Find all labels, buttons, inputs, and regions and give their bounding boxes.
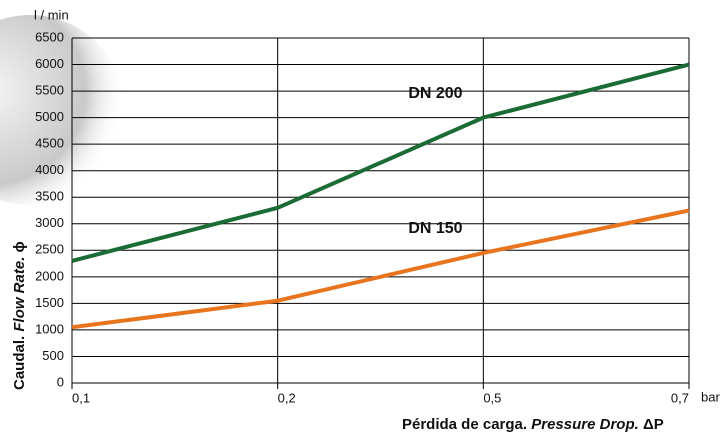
y-tick-label: 6000 xyxy=(35,56,64,71)
y-tick-label: 2000 xyxy=(35,268,64,283)
x-tick-label: 0,1 xyxy=(72,390,90,405)
y-tick-label: 4000 xyxy=(35,162,64,177)
y-tick-label: 1500 xyxy=(35,295,64,310)
y-tick-label: 500 xyxy=(42,348,64,363)
series-line xyxy=(71,208,690,330)
series-label: DN 150 xyxy=(408,220,462,237)
series-label: DN 200 xyxy=(408,85,462,102)
y-label-main: Caudal. xyxy=(11,336,28,390)
y-tick-label: 2500 xyxy=(35,242,64,257)
y-tick-label: 3500 xyxy=(35,189,64,204)
plot-area: 0 500 1000 1500 2000 2500 3000 3500 4000 4500 5000… xyxy=(35,29,690,405)
y-tick-label: 4500 xyxy=(35,136,64,151)
y-tick-label: 6500 xyxy=(35,29,64,44)
x-axis-label: Pérdida de carga. Pressure Drop. ΔP xyxy=(402,416,664,433)
x-label-symbol: ΔP xyxy=(643,416,664,433)
y-tick-label: 0 xyxy=(57,374,64,389)
y-tick-label: 5000 xyxy=(35,109,64,124)
y-tick-label: 1000 xyxy=(35,321,64,336)
y-label-italic: Flow Rate. xyxy=(11,257,28,332)
x-label-main: Pérdida de carga. xyxy=(402,416,527,433)
y-tick-label: 5500 xyxy=(35,83,64,98)
background-photo xyxy=(0,15,125,205)
x-label-italic: Pressure Drop. xyxy=(531,416,639,433)
x-tick-label: 0,2 xyxy=(278,390,296,405)
y-axis-label: Caudal. Flow Rate. ϕ xyxy=(11,241,28,390)
x-unit: bar xyxy=(701,389,720,404)
y-label-symbol: ϕ xyxy=(11,241,28,252)
series-line xyxy=(71,62,690,263)
y-unit: l / min xyxy=(34,7,69,22)
x-tick-label: 0,5 xyxy=(483,390,501,405)
x-tick-label: 0,7 xyxy=(671,390,689,405)
y-tick-label: 3000 xyxy=(35,215,64,230)
